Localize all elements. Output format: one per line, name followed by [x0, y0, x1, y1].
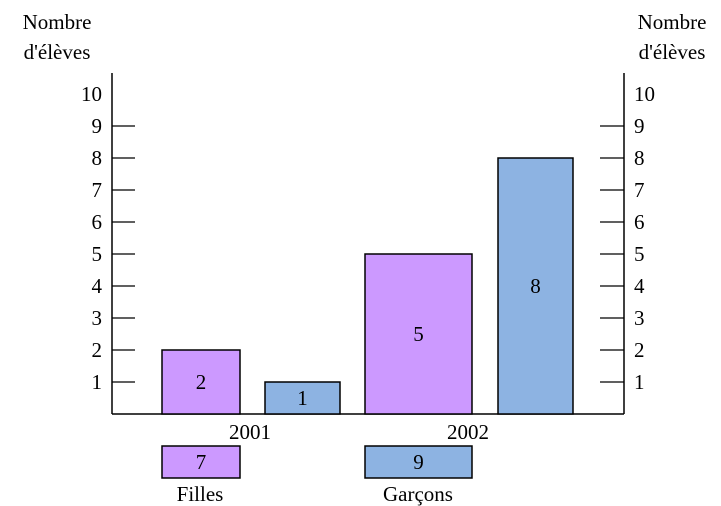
left-y-tick-label: 8: [92, 146, 103, 170]
x-tick-labels: 2001 2002: [229, 420, 489, 444]
legend-label: Filles: [177, 482, 224, 506]
left-y-axis-label: Nombre d'élèves: [23, 10, 92, 64]
bar: [364, 253, 473, 415]
bar-value-label: 2: [196, 370, 207, 394]
left-y-tick-label: 10: [81, 82, 102, 106]
bar: [264, 381, 341, 415]
bar-value-label: 1: [297, 386, 308, 410]
right-y-tick-label: 2: [634, 338, 645, 362]
x-tick-label: 2001: [229, 420, 271, 444]
legend-total-value: 7: [196, 450, 207, 474]
left-y-tick-label: 6: [92, 210, 103, 234]
left-y-tick-label: 5: [92, 242, 103, 266]
legend-swatch: [161, 445, 241, 479]
right-y-axis-label: Nombre d'élèves: [638, 10, 707, 64]
bar: [497, 157, 574, 415]
left-y-axis-title-line: d'élèves: [24, 40, 91, 64]
bar-value-label: 8: [530, 274, 541, 298]
left-y-tick-label: 4: [92, 274, 103, 298]
right-y-axis-title-line: d'élèves: [639, 40, 706, 64]
right-y-tick-label: 8: [634, 146, 645, 170]
right-y-tick-label: 10: [634, 82, 655, 106]
right-y-tick-label: 3: [634, 306, 645, 330]
right-y-tick-label: 6: [634, 210, 645, 234]
legend-total-value: 9: [413, 450, 424, 474]
bar-value-label: 5: [413, 322, 424, 346]
left-y-tick-label: 3: [92, 306, 103, 330]
right-y-tick-label: 5: [634, 242, 645, 266]
left-y-tick-label: 9: [92, 114, 103, 138]
left-y-tick-label: 2: [92, 338, 103, 362]
bars: 2 1 5 8: [161, 157, 574, 415]
right-y-tick-label: 7: [634, 178, 645, 202]
legend-swatch: [364, 445, 473, 479]
left-y-tick-label: 1: [92, 370, 103, 394]
right-y-tick-label: 1: [634, 370, 645, 394]
right-y-tick-label: 4: [634, 274, 645, 298]
legend: 7 Filles 9 Garçons: [161, 445, 473, 506]
x-tick-label: 2002: [447, 420, 489, 444]
right-y-axis-title-line: Nombre: [638, 10, 707, 34]
right-y-tick-label: 9: [634, 114, 645, 138]
left-y-tick-label: 7: [92, 178, 103, 202]
legend-label: Garçons: [383, 482, 453, 506]
left-y-axis-title-line: Nombre: [23, 10, 92, 34]
bar: [161, 349, 241, 415]
